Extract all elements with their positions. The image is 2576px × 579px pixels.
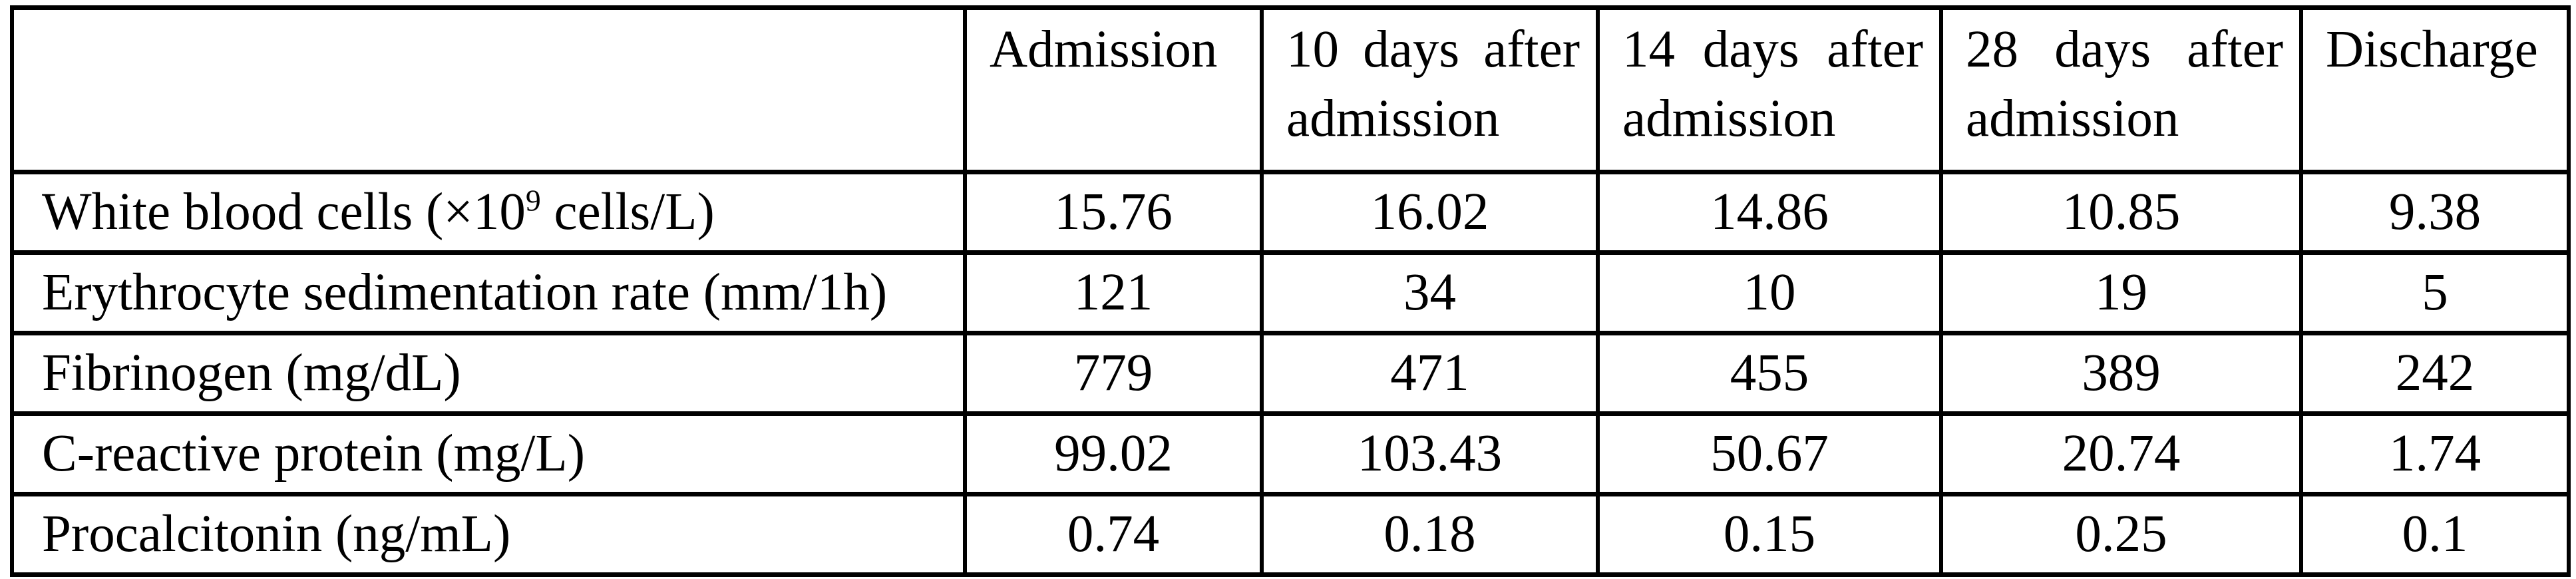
value-cell: 0.74 <box>963 492 1264 577</box>
row-label-text: Procalcitonin (ng/mL) <box>42 505 511 563</box>
row-label-text: Erythrocyte sedimentation rate (mm/1h) <box>42 264 888 321</box>
table-row-white-blood-cells: White blood cells (×109 cells/L) 15.76 1… <box>10 170 2571 255</box>
header-28-days-after-admission: 28 days after admission <box>1939 5 2303 174</box>
value-cell: 16.02 <box>1260 170 1600 255</box>
header-discharge: Discharge <box>2299 5 2571 174</box>
value-cell: 0.18 <box>1260 492 1600 577</box>
row-label-white-blood-cells: White blood cells (×109 cells/L) <box>10 170 967 255</box>
table-row-erythrocyte-sedimentation-rate: Erythrocyte sedimentation rate (mm/1h) 1… <box>10 250 2571 335</box>
value-cell: 471 <box>1260 331 1600 416</box>
row-label-text: White blood cells (×10 <box>42 183 526 241</box>
lab-results-table: Admission 10 days after admission 14 day… <box>10 5 2571 577</box>
value-cell: 455 <box>1596 331 1943 416</box>
value-cell: 20.74 <box>1939 411 2303 496</box>
value-cell: 242 <box>2299 331 2571 416</box>
row-label-text: C-reactive protein (mg/L) <box>42 425 585 482</box>
row-label-erythrocyte-sedimentation-rate: Erythrocyte sedimentation rate (mm/1h) <box>10 250 967 335</box>
row-label-c-reactive-protein: C-reactive protein (mg/L) <box>10 411 967 496</box>
value-cell: 121 <box>963 250 1264 335</box>
value-cell: 0.1 <box>2299 492 2571 577</box>
value-cell: 0.25 <box>1939 492 2303 577</box>
header-10-days-after-admission: 10 days after admission <box>1260 5 1600 174</box>
value-cell: 1.74 <box>2299 411 2571 496</box>
value-cell: 14.86 <box>1596 170 1943 255</box>
row-label-text: Fibrinogen (mg/dL) <box>42 344 461 402</box>
header-corner-cell <box>10 5 967 174</box>
value-cell: 0.15 <box>1596 492 1943 577</box>
table-row-c-reactive-protein: C-reactive protein (mg/L) 99.02 103.43 5… <box>10 411 2571 496</box>
row-label-fibrinogen: Fibrinogen (mg/dL) <box>10 331 967 416</box>
value-cell: 99.02 <box>963 411 1264 496</box>
table-row-fibrinogen: Fibrinogen (mg/dL) 779 471 455 389 242 <box>10 331 2571 416</box>
value-cell: 10.85 <box>1939 170 2303 255</box>
value-cell: 19 <box>1939 250 2303 335</box>
superscript-exponent: 9 <box>525 183 541 218</box>
value-cell: 103.43 <box>1260 411 1600 496</box>
value-cell: 10 <box>1596 250 1943 335</box>
value-cell: 34 <box>1260 250 1600 335</box>
header-row: Admission 10 days after admission 14 day… <box>10 5 2571 174</box>
value-cell: 389 <box>1939 331 2303 416</box>
table-row-procalcitonin: Procalcitonin (ng/mL) 0.74 0.18 0.15 0.2… <box>10 492 2571 577</box>
value-cell: 779 <box>963 331 1264 416</box>
value-cell: 5 <box>2299 250 2571 335</box>
lab-results-figure: Admission 10 days after admission 14 day… <box>10 5 2571 577</box>
row-label-text: cells/L) <box>540 183 715 241</box>
value-cell: 50.67 <box>1596 411 1943 496</box>
header-admission: Admission <box>963 5 1264 174</box>
header-14-days-after-admission: 14 days after admission <box>1596 5 1943 174</box>
value-cell: 15.76 <box>963 170 1264 255</box>
row-label-procalcitonin: Procalcitonin (ng/mL) <box>10 492 967 577</box>
value-cell: 9.38 <box>2299 170 2571 255</box>
